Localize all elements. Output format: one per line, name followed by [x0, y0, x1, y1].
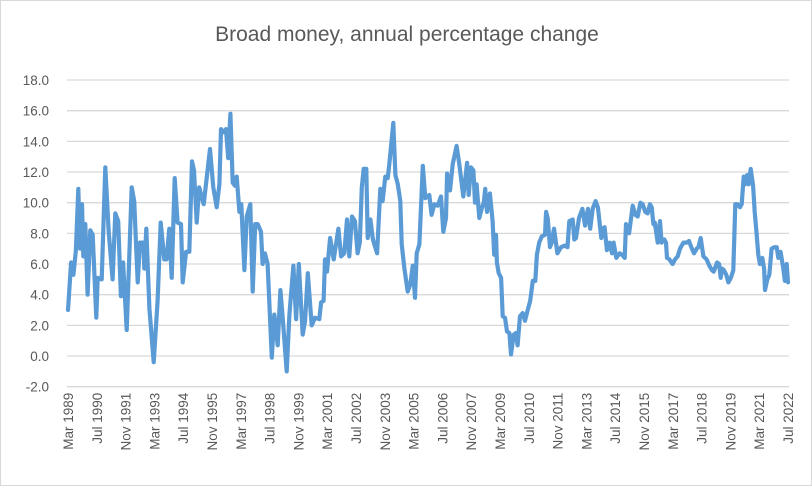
x-tick-label: Mar 2021: [752, 393, 767, 450]
chart-title: Broad money, annual percentage change: [215, 23, 599, 46]
x-tick-label: Mar 2013: [579, 393, 594, 450]
x-tick-label: Mar 1993: [147, 393, 162, 450]
x-tick-label: Jul 1994: [176, 392, 191, 444]
x-tick-label: Mar 1989: [61, 393, 76, 450]
y-tick-label: 10.0: [23, 196, 49, 211]
y-tick-label: 4.0: [30, 288, 49, 303]
x-tick-label: Nov 2007: [464, 393, 479, 451]
y-tick-label: 16.0: [23, 104, 49, 119]
y-tick-label: 14.0: [23, 134, 49, 149]
x-tick-label: Mar 2017: [666, 393, 681, 450]
series-line: [65, 111, 791, 374]
y-tick-label: -2.0: [26, 380, 49, 395]
x-tick-label: Nov 1995: [205, 393, 220, 451]
x-tick-label: Jul 2014: [608, 392, 623, 444]
y-tick-label: 8.0: [30, 226, 49, 241]
y-tick-label: 2.0: [30, 318, 49, 333]
x-tick-label: Mar 2001: [320, 393, 335, 450]
x-tick-label: Nov 1991: [119, 393, 134, 451]
x-tick-label: Mar 2009: [493, 393, 508, 450]
x-tick-label: Jul 2022: [781, 393, 796, 444]
x-tick-label: Jul 1998: [263, 393, 278, 444]
y-tick-label: 12.0: [23, 165, 49, 180]
x-tick-label: Jul 2006: [435, 393, 450, 444]
x-tick-label: Jul 2002: [349, 393, 364, 444]
y-tick-label: 18.0: [23, 73, 49, 88]
x-tick-label: Jul 1990: [90, 393, 105, 444]
x-tick-label: Jul 2010: [522, 393, 537, 444]
x-tick-label: Nov 1999: [291, 393, 306, 451]
x-tick-label: Jul 2018: [695, 393, 710, 444]
y-tick-label: 6.0: [30, 257, 49, 272]
x-tick-label: Nov 2015: [637, 393, 652, 451]
x-tick-label: Nov 2011: [551, 393, 566, 450]
x-tick-label: Mar 2005: [407, 393, 422, 450]
x-tick-label: Nov 2019: [723, 393, 738, 451]
y-tick-label: 0.0: [30, 349, 49, 364]
x-tick-label: Nov 2003: [378, 393, 393, 451]
x-tick-label: Mar 1997: [234, 393, 249, 450]
